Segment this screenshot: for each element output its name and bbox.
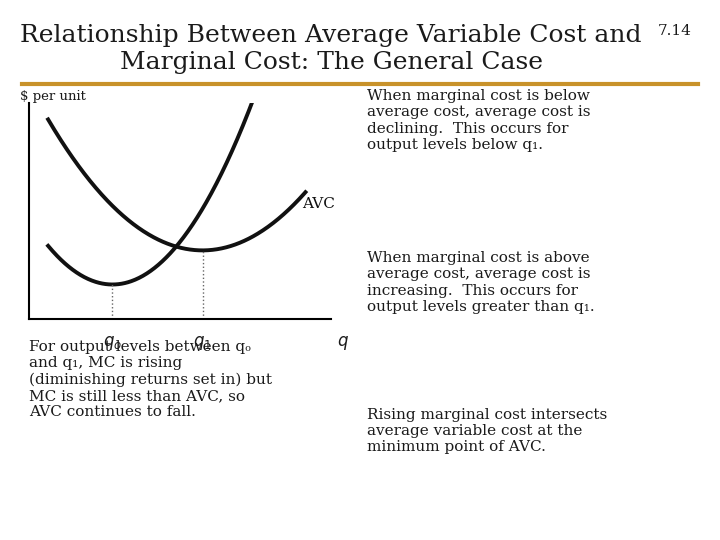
Text: Rising marginal cost intersects
average variable cost at the
minimum point of AV: Rising marginal cost intersects average … (367, 408, 608, 454)
Text: When marginal cost is above
average cost, average cost is
increasing.  This occu: When marginal cost is above average cost… (367, 251, 595, 314)
Text: $ per unit: $ per unit (19, 90, 86, 103)
Text: $q$: $q$ (338, 334, 349, 352)
Text: $q_1$: $q_1$ (193, 334, 212, 352)
Text: $q_o$: $q_o$ (103, 334, 122, 352)
Text: For output levels between qₒ
and q₁, MC is rising
(diminishing returns set in) b: For output levels between qₒ and q₁, MC … (29, 340, 272, 420)
Text: When marginal cost is below
average cost, average cost is
declining.  This occur: When marginal cost is below average cost… (367, 89, 590, 152)
Text: 7.14: 7.14 (657, 24, 691, 38)
Text: AVC: AVC (302, 197, 335, 211)
Text: Relationship Between Average Variable Cost and
Marginal Cost: The General Case: Relationship Between Average Variable Co… (20, 24, 642, 74)
